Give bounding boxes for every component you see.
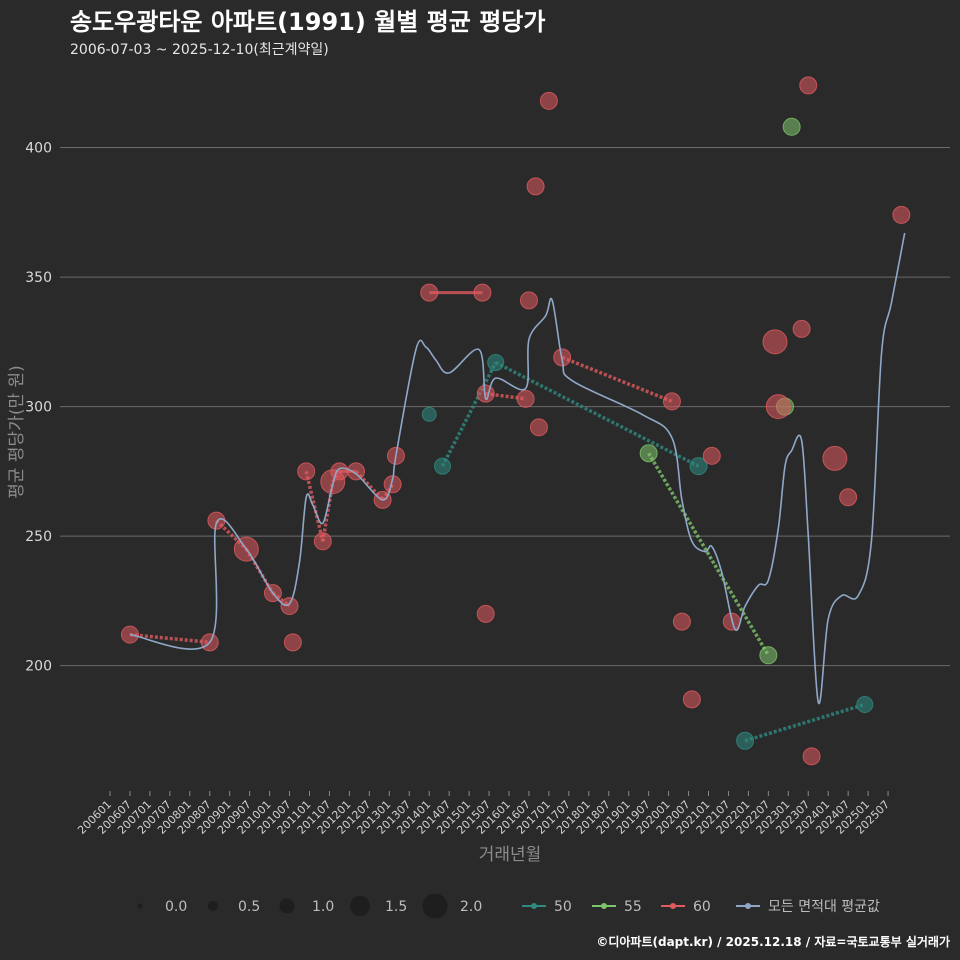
x-axis-ticks: 2006012006072007012007072008012008072009… xyxy=(75,791,892,837)
point-50 xyxy=(689,457,708,476)
size-legend-label: 2.0 xyxy=(460,899,482,915)
color-legend-dot xyxy=(670,903,676,909)
size-legend: 0.0 0.5 1.0 1.5 2.0 xyxy=(137,893,482,919)
average-line xyxy=(129,232,906,705)
data-points xyxy=(120,76,911,766)
y-tick-label: 300 xyxy=(25,400,52,416)
point-60 xyxy=(476,604,495,623)
average-line-group xyxy=(129,232,906,705)
point-60 xyxy=(702,446,721,465)
point-60 xyxy=(473,283,492,302)
point-60 xyxy=(799,76,818,95)
y-tick-label: 200 xyxy=(25,659,52,675)
y-axis-ticks: 200 250 300 350 400 xyxy=(25,141,52,675)
size-legend-key xyxy=(137,903,143,909)
y-tick-label: 350 xyxy=(25,270,52,286)
color-legend-label: 50 xyxy=(554,899,572,915)
size-legend-label: 1.0 xyxy=(312,899,334,915)
point-60 xyxy=(682,690,701,709)
size-legend-label: 1.5 xyxy=(385,899,407,915)
point-60 xyxy=(529,418,548,437)
color-legend-label: 55 xyxy=(624,899,642,915)
size-legend-label: 0.5 xyxy=(238,899,260,915)
point-60 xyxy=(283,633,302,652)
y-tick-label: 400 xyxy=(25,141,52,157)
y-tick-label: 250 xyxy=(25,529,52,545)
point-60 xyxy=(762,329,788,355)
color-legend-dot xyxy=(531,903,537,909)
x-axis-title: 거래년월 xyxy=(479,845,542,865)
chart-title: 송도우광타운 아파트(1991) 월별 평균 평당가 xyxy=(70,8,545,36)
point-60 xyxy=(802,747,821,766)
connector-50 xyxy=(440,361,498,467)
point-60 xyxy=(420,283,439,302)
connector-60 xyxy=(561,355,673,404)
point-50 xyxy=(434,457,451,475)
connector-50 xyxy=(494,360,700,468)
point-60 xyxy=(280,597,299,616)
point-60 xyxy=(765,394,791,420)
color-legend-label: 모든 면적대 평균값 xyxy=(768,899,880,915)
point-60 xyxy=(516,389,535,408)
connector-55 xyxy=(647,452,770,657)
point-50 xyxy=(736,731,755,750)
gridlines xyxy=(60,147,950,667)
color-legend-dot xyxy=(745,903,751,909)
point-60 xyxy=(839,488,858,507)
point-55 xyxy=(759,646,778,665)
color-legend: 50 55 60 모든 면적대 평균값 xyxy=(522,899,880,915)
color-legend-dot xyxy=(601,903,607,909)
chart-subtitle: 2006-07-03 ~ 2025-12-10(최근계약일) xyxy=(70,42,329,58)
point-60 xyxy=(822,445,848,471)
point-60 xyxy=(526,177,545,196)
point-50 xyxy=(856,696,874,714)
point-60 xyxy=(672,612,691,631)
source-caption: ©디아파트(dapt.kr) / 2025.12.18 / 자료=국토교통부 실… xyxy=(596,934,950,949)
color-legend-label: 60 xyxy=(693,899,711,915)
size-legend-label: 0.0 xyxy=(165,899,187,915)
y-axis-title: 평균 평당가(만 원) xyxy=(7,365,27,499)
size-legend-key xyxy=(208,901,218,911)
point-60 xyxy=(297,462,316,481)
connector-60 xyxy=(304,470,325,542)
size-legend-key xyxy=(350,896,370,916)
point-60 xyxy=(347,462,366,481)
point-60 xyxy=(892,205,911,224)
point-55 xyxy=(639,444,658,463)
point-50 xyxy=(487,354,505,372)
point-60 xyxy=(330,462,349,481)
point-60 xyxy=(792,319,811,338)
point-55 xyxy=(782,117,801,136)
point-50 xyxy=(421,406,437,422)
point-60 xyxy=(539,91,558,110)
connector-60 xyxy=(129,632,210,645)
size-legend-key xyxy=(422,893,448,919)
point-60 xyxy=(313,532,332,551)
point-60 xyxy=(662,392,681,411)
connector-50 xyxy=(744,702,866,743)
size-legend-key xyxy=(279,898,295,914)
point-60 xyxy=(519,291,538,310)
